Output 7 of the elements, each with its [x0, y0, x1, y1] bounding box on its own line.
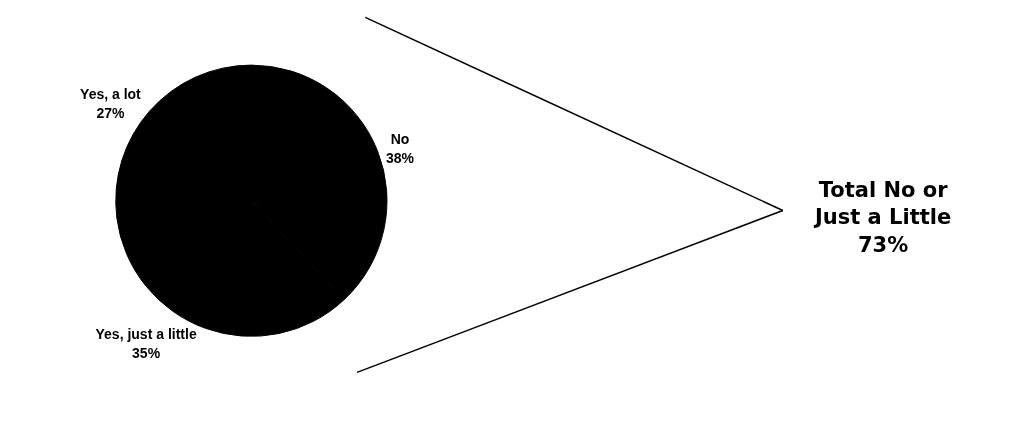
data-label: 38% [386, 149, 415, 166]
slice-label: No [390, 131, 410, 148]
data-label: 35% [132, 344, 161, 361]
data-label: 27% [96, 104, 125, 121]
slice-label: Yes, a lot [80, 86, 142, 103]
slice-label: Yes, just a little [95, 326, 197, 343]
text: Total No or Just a Little 73% [813, 178, 952, 257]
